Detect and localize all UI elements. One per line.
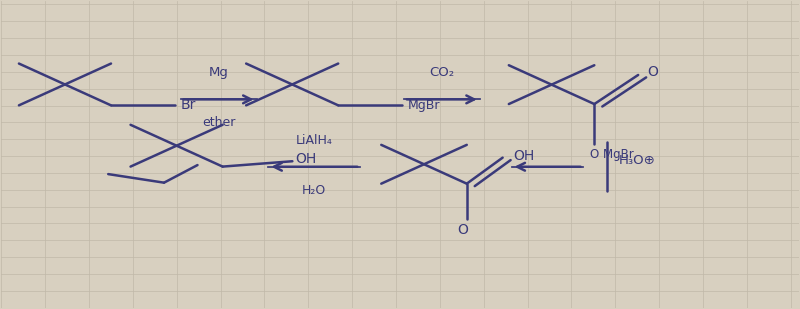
Text: LiAlH₄: LiAlH₄ xyxy=(296,134,333,147)
Text: MgBr: MgBr xyxy=(408,99,441,112)
Text: Mg: Mg xyxy=(209,66,229,79)
Text: H₃O⊕: H₃O⊕ xyxy=(619,154,656,167)
Text: OH: OH xyxy=(295,152,317,166)
Text: O: O xyxy=(648,65,658,79)
Text: CO₂: CO₂ xyxy=(430,66,454,79)
Text: O: O xyxy=(458,223,468,238)
Text: OH: OH xyxy=(513,149,534,163)
Text: ether: ether xyxy=(202,116,235,129)
Text: H₂O: H₂O xyxy=(302,184,326,197)
Text: O MgBr: O MgBr xyxy=(590,148,634,161)
Text: Br: Br xyxy=(181,98,196,112)
